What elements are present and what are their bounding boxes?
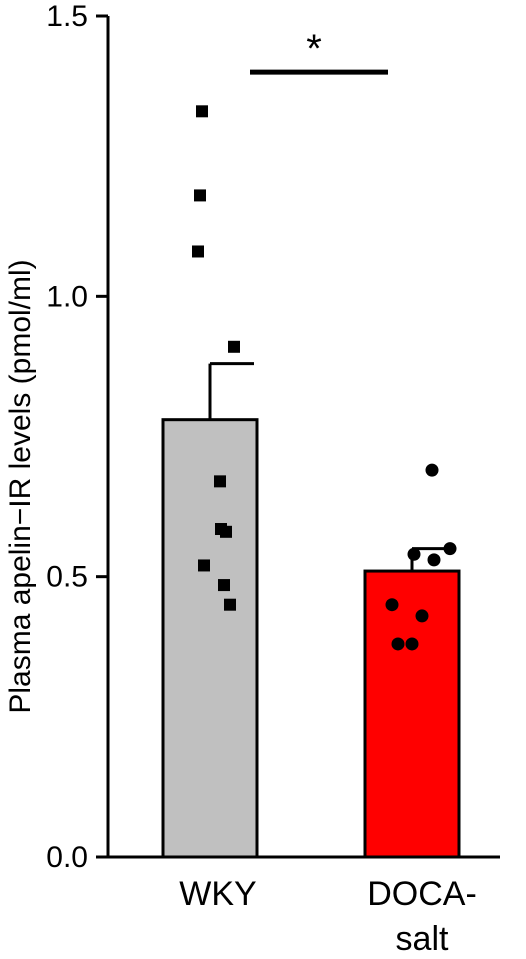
data-point <box>391 637 405 651</box>
bar <box>161 418 259 859</box>
data-point <box>415 609 429 623</box>
bar <box>363 569 461 859</box>
data-point <box>385 598 399 612</box>
data-points <box>192 105 457 651</box>
y-ticks: 0.0 0.5 1.0 1.5 <box>46 0 108 874</box>
y-tick-label: 0.0 <box>46 841 88 874</box>
x-tick-label: salt <box>396 920 449 958</box>
data-point <box>228 340 240 353</box>
data-point <box>194 189 206 202</box>
data-point <box>198 559 210 572</box>
data-point <box>405 637 419 651</box>
significance-label: * <box>306 27 322 71</box>
data-point <box>214 475 226 488</box>
y-tick-label: 1.0 <box>46 280 88 313</box>
data-point <box>425 463 439 477</box>
x-tick-label: DOCA- <box>367 875 477 913</box>
data-point <box>218 579 230 592</box>
data-point <box>224 598 236 611</box>
data-point <box>220 525 232 538</box>
y-tick-label: 0.5 <box>46 561 88 594</box>
data-point <box>196 105 208 118</box>
bars <box>161 418 461 859</box>
x-tick-labels: WKY DOCA-salt <box>179 875 477 958</box>
y-axis-label: Plasma apelin−IR levels (pmol/ml) <box>4 259 37 713</box>
y-tick-label: 1.5 <box>46 0 88 33</box>
data-point <box>443 542 457 556</box>
data-point <box>407 547 421 561</box>
significance: * <box>250 27 388 75</box>
data-point <box>192 245 204 258</box>
x-axis: WKY DOCA-salt <box>108 855 500 958</box>
y-axis: 0.0 0.5 1.0 1.5 <box>46 0 110 874</box>
data-point <box>427 553 441 567</box>
x-tick-label: WKY <box>179 875 256 913</box>
